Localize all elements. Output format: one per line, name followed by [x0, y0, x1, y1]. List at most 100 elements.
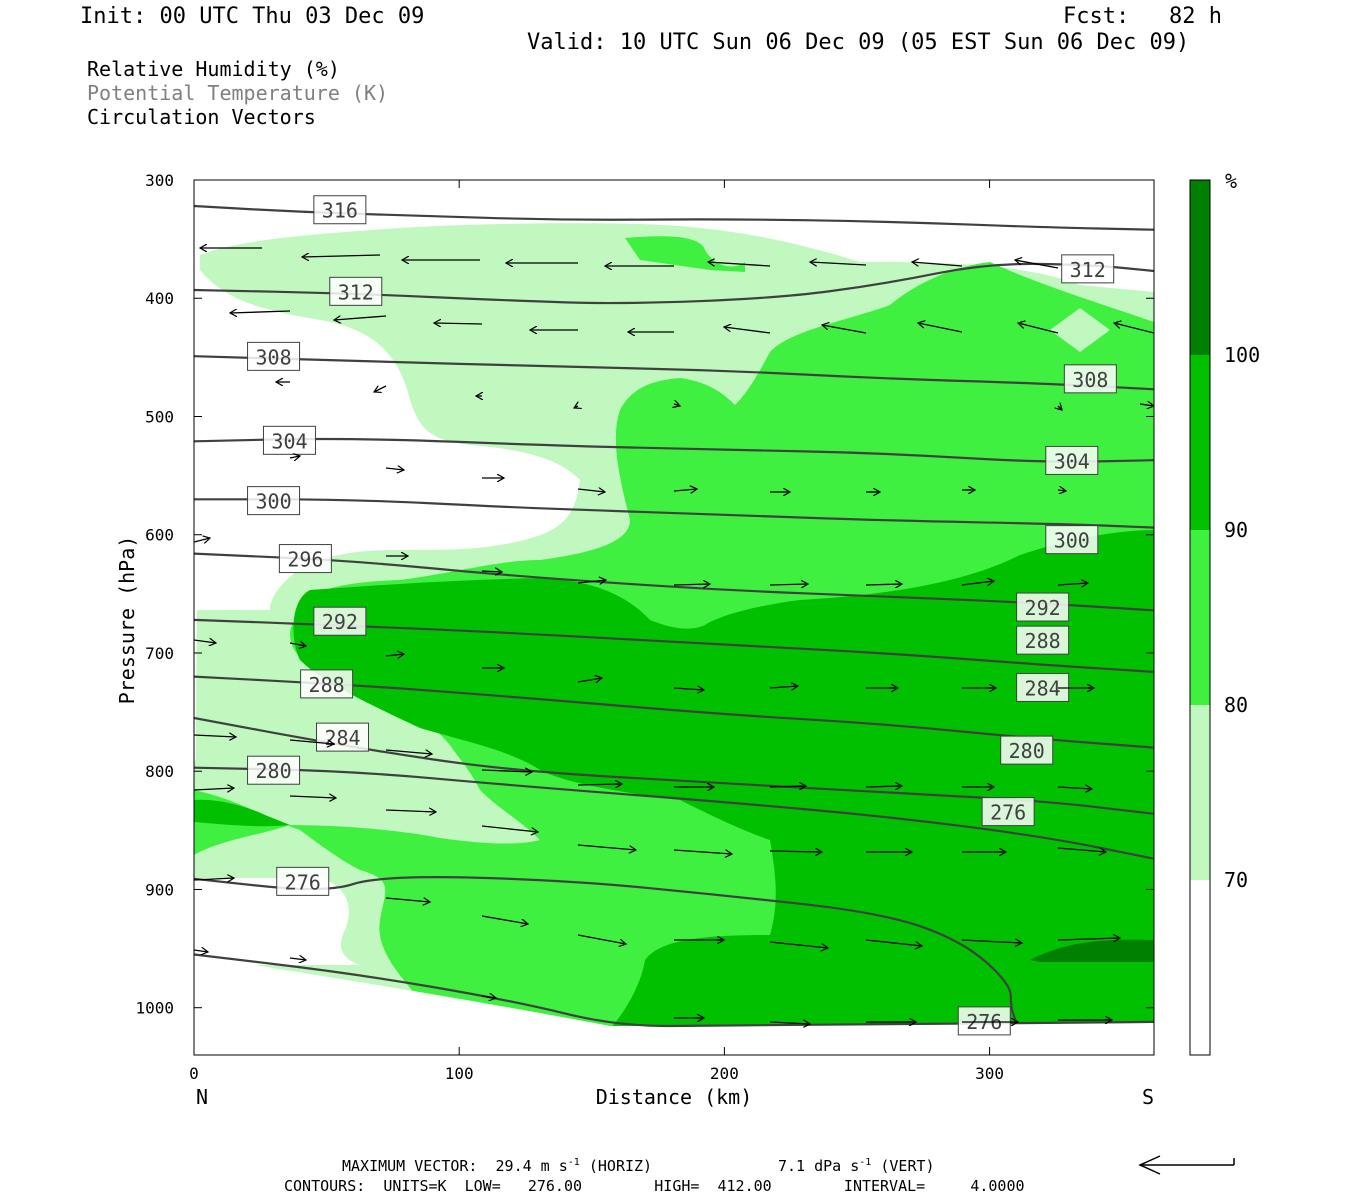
plot-frame [193, 179, 1155, 1056]
x-axis: 0 100 200 300 [189, 180, 1004, 1083]
theta-contour-label: 280 [255, 759, 291, 783]
max-vector-horiz: 29.4 m s [495, 1157, 568, 1175]
colorbar-band-90 [1190, 355, 1210, 530]
theta-contour-300 [194, 498, 1154, 529]
y-tick-label: 600 [145, 526, 174, 545]
theta-contour-label: 280 [1009, 739, 1045, 763]
colorbar-band-below [1190, 880, 1210, 1055]
theta-label-box [247, 341, 301, 371]
theta-label-box [276, 866, 330, 896]
ground-mask [194, 955, 1154, 1055]
init-time: Init: 00 UTC Thu 03 Dec 09 [80, 4, 425, 29]
max-vector-label: MAXIMUM VECTOR: 29.4 m s-1 (HORIZ) [342, 1157, 652, 1175]
theta-label-box [278, 544, 332, 574]
rh-80-hole [1050, 308, 1110, 352]
colorbar-band-100 [1190, 180, 1210, 355]
theta-label-box [1045, 445, 1099, 475]
theta-label-box [1000, 735, 1054, 765]
theta-label-box [1016, 625, 1070, 655]
theta-contour-label: 288 [309, 673, 345, 697]
theta-label-box [262, 425, 316, 455]
theta-contour-284 [194, 716, 1154, 815]
theta-contour-308 [194, 355, 1154, 391]
theta-contour-label: 316 [322, 199, 358, 223]
theta-contour-label: 300 [255, 490, 291, 514]
theta-contour-label: 300 [1054, 529, 1090, 553]
colorbar-label: 100 [1224, 343, 1260, 367]
theta-contour-label: 308 [255, 345, 291, 369]
theta-contour-label: 288 [1025, 629, 1061, 653]
theta-contour-label: 276 [285, 870, 321, 894]
y-tick-label: 500 [145, 407, 174, 426]
y-tick-label: 300 [145, 171, 174, 190]
theta-contour-292 [194, 618, 1154, 673]
theta-contour-label: 292 [322, 610, 358, 634]
legend-rh: Relative Humidity (%) [87, 57, 340, 81]
valid-time: Valid: 10 UTC Sun 06 Dec 09 (05 EST Sun … [527, 30, 1190, 55]
theta-contour-label: 276 [990, 801, 1026, 825]
x-tick-label: 300 [975, 1064, 1004, 1083]
x-end-label-north: N [196, 1085, 208, 1109]
colorbar-label: 70 [1224, 868, 1248, 892]
x-tick-label: 100 [445, 1064, 474, 1083]
max-vector-vert: 7.1 dPa s [778, 1157, 860, 1175]
legend-vectors: Circulation Vectors [87, 105, 316, 129]
theta-contour-316 [194, 204, 1154, 231]
y-tick-label: 1000 [135, 999, 174, 1018]
forecast-hour: Fcst: 82 h [1063, 4, 1222, 29]
colorbar-band-80 [1190, 530, 1210, 705]
theta-label-box [247, 486, 301, 516]
theta-label-box [313, 606, 367, 636]
theta-label-box [329, 276, 383, 306]
theta-label-box [1061, 254, 1115, 284]
circulation-vectors [194, 248, 1154, 1024]
theta-contour-label: 292 [1025, 596, 1061, 620]
exp-horiz: -1 [567, 1157, 580, 1168]
colorbar-labels: 100 90 80 70 [1224, 343, 1260, 892]
theta-contour-280 [194, 766, 1154, 860]
x-tick-label: 200 [710, 1064, 739, 1083]
theta-label-box [313, 195, 367, 225]
theta-label-box [300, 669, 354, 699]
colorbar-unit: % [1225, 169, 1237, 193]
vert-tag: (VERT) [880, 1157, 935, 1175]
colorbar-label: 90 [1224, 518, 1248, 542]
contours-info: CONTOURS: UNITS=K LOW= 276.00 HIGH= 412.… [284, 1177, 1025, 1195]
exp-vert: -1 [859, 1157, 872, 1168]
theta-label-box [1045, 525, 1099, 555]
colorbar-band-70 [1190, 705, 1210, 880]
y-tick-label: 700 [145, 644, 174, 663]
theta-contour-label: 296 [287, 548, 323, 572]
theta-contour-label: 312 [338, 280, 374, 304]
y-tick-label: 900 [145, 880, 174, 899]
y-axis: 300 400 500 600 700 800 900 1000 [135, 171, 1154, 1018]
theta-contour-label: 304 [1054, 449, 1090, 473]
x-tick-label: 0 [189, 1064, 199, 1083]
x-end-label-south: S [1142, 1085, 1154, 1109]
theta-label-box [1063, 364, 1117, 394]
theta-contour-labels: 316 312 312 308 308 304 304 300 300 296 292 292 288 2… [247, 195, 1117, 1036]
theta-label-box [957, 1006, 1011, 1036]
colorbar-label: 80 [1224, 693, 1248, 717]
max-vector-vert-label: 7.1 dPa s-1 (VERT) [778, 1157, 935, 1175]
theta-label-box [247, 755, 301, 785]
max-vector-title: MAXIMUM VECTOR: [342, 1157, 478, 1175]
legend-theta: Potential Temperature (K) [87, 81, 389, 105]
y-axis-title: Pressure (hPa) [115, 536, 139, 705]
colorbar: % [1189, 169, 1237, 1056]
theta-label-box [981, 797, 1035, 827]
theta-contour-276 [194, 876, 1018, 1023]
x-axis-title: Distance (km) [596, 1085, 753, 1109]
horiz-tag: (HORIZ) [588, 1157, 653, 1175]
rh-100-region [1030, 939, 1154, 962]
theta-contour-label: 284 [324, 726, 360, 750]
reference-vector-arrow [1138, 1155, 1235, 1175]
y-tick-label: 400 [145, 289, 174, 308]
theta-contour-label: 304 [271, 429, 307, 453]
theta-contour-276 [194, 953, 1154, 1028]
rh-90-left [194, 799, 290, 827]
y-tick-label: 800 [145, 762, 174, 781]
theta-contour-label: 312 [1070, 258, 1106, 282]
theta-contour-label: 284 [1025, 676, 1061, 700]
